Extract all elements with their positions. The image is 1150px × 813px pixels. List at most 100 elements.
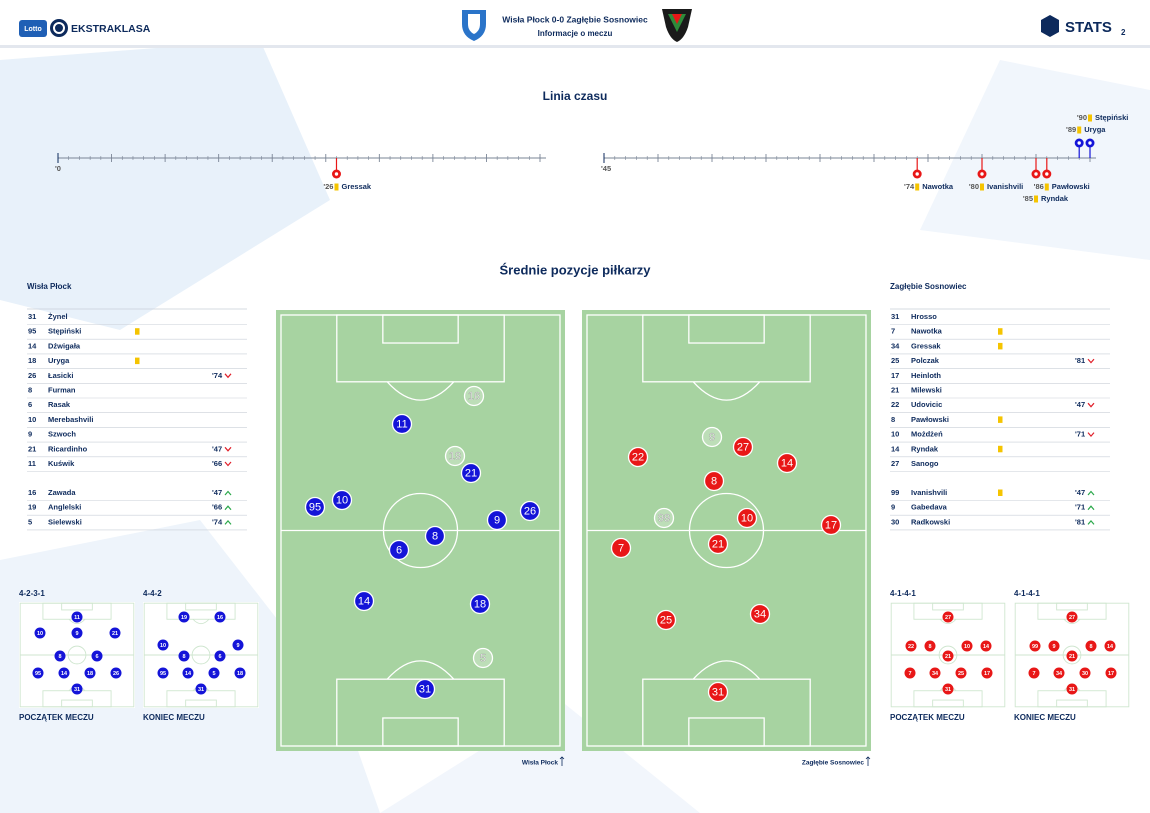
formation-dot (905, 640, 917, 652)
formation-number: 16 (217, 615, 223, 621)
attack-arrow (559, 756, 565, 766)
formation-number: 11 (74, 615, 80, 621)
event-minute: '26 (323, 182, 333, 191)
event-pin-dot (1077, 141, 1081, 145)
sub-minute: '47 (212, 488, 222, 497)
centre-circle (67, 645, 87, 665)
formation-dot (955, 667, 967, 679)
formation-dot (1104, 640, 1116, 652)
formation-number: 8 (928, 644, 931, 650)
player-dot-number: 14 (781, 457, 793, 469)
formation-dot (942, 683, 954, 695)
formation-dot (1066, 683, 1078, 695)
player-dot-number: 17 (825, 519, 837, 531)
player-number: 18 (28, 356, 36, 365)
player-dot-number: 25 (660, 614, 672, 626)
formation-name: 4-1-4-1 (1014, 589, 1040, 598)
player-dot (732, 436, 754, 458)
player-number: 30 (891, 517, 899, 526)
header-title: Wisła Płock 0-0 Zagłębie Sosnowiec (502, 14, 648, 24)
yellow-card (135, 328, 140, 335)
player-dot (469, 593, 491, 615)
attack-arrow (865, 756, 871, 766)
player-dot (519, 500, 541, 522)
formation-number: 7 (908, 671, 911, 677)
goal-box (688, 314, 765, 344)
formation-dot (157, 639, 169, 651)
player-number: 9 (891, 503, 895, 512)
formation-number: 6 (95, 654, 98, 660)
formation-label: POCZĄTEK MECZU (19, 713, 94, 722)
goal-box (1056, 602, 1088, 611)
formation-dot (178, 611, 190, 623)
player-dot (424, 525, 446, 547)
player-name: Anglelski (48, 503, 81, 512)
centre-circle (688, 492, 765, 569)
sub-minute: '74 (212, 517, 223, 526)
player-dot (331, 489, 353, 511)
sub-minute: '71 (1075, 430, 1085, 439)
brand-logo (1041, 15, 1059, 37)
player-name: Polczak (911, 356, 940, 365)
goal-box (932, 699, 964, 708)
player-number: 10 (891, 430, 899, 439)
league-name: EKSTRAKLASA (71, 23, 151, 35)
player-dot (304, 496, 326, 518)
formation-dot (1029, 640, 1041, 652)
formation-number: 9 (75, 631, 78, 637)
brand: STATS (1065, 19, 1112, 36)
formation-dot (1085, 640, 1097, 652)
formation-dot (110, 667, 122, 679)
formation-number: 30 (1082, 671, 1088, 677)
player-number: 34 (891, 341, 900, 350)
player-dot-number: 31 (419, 683, 431, 695)
player-name: Gressak (911, 341, 941, 350)
formation-number: 34 (1056, 671, 1063, 677)
formation-dot (942, 650, 954, 662)
formation-dot (214, 650, 226, 662)
player-dot-number: 9 (494, 514, 500, 526)
formation-number: 14 (61, 671, 68, 677)
player-name: Udovicic (911, 400, 942, 409)
formation-number: 10 (964, 644, 970, 650)
player-name: Nawotka (911, 327, 943, 336)
formation-dot (54, 650, 66, 662)
sub-out-arrow (224, 373, 232, 379)
sponsor: Lotto (24, 26, 42, 33)
player-name: Możdżeń (911, 430, 943, 439)
event-player: Nawotka (922, 182, 954, 191)
formation-dot (71, 611, 83, 623)
penalty-arc (692, 381, 761, 401)
centre-circle (382, 492, 459, 569)
event-player: Gressak (341, 182, 371, 191)
sub-minute: '66 (212, 503, 222, 512)
formation-number: 31 (198, 687, 204, 693)
player-name: Zawada (48, 488, 76, 497)
player-dot (736, 507, 758, 529)
sub-out-arrow (224, 446, 232, 452)
event-pin-dot (1034, 172, 1038, 176)
player-dot (655, 609, 677, 631)
goal-box (382, 314, 459, 344)
player-number: 26 (28, 371, 36, 380)
formation-number: 9 (1052, 644, 1055, 650)
formation-name: 4-2-3-1 (19, 589, 45, 598)
sub-minute: '47 (1075, 488, 1085, 497)
player-name: Ivanishvili (911, 488, 947, 497)
sub-out-arrow (1087, 358, 1095, 364)
formation-number: 7 (1032, 671, 1035, 677)
yellow-card (998, 328, 1003, 335)
bg-shape (920, 60, 1150, 260)
penalty-arc (386, 660, 455, 680)
penalty-arc (386, 381, 455, 401)
formation-dot (71, 627, 83, 639)
formation-dot (1105, 667, 1117, 679)
penalty-arc (192, 618, 210, 625)
centre-circle (1062, 645, 1082, 665)
formation-number: 19 (181, 615, 187, 621)
formation-dot (1066, 611, 1078, 623)
event-minute: '89 (1066, 125, 1076, 134)
formation-number: 9 (236, 643, 239, 649)
penalty-arc (939, 618, 957, 625)
